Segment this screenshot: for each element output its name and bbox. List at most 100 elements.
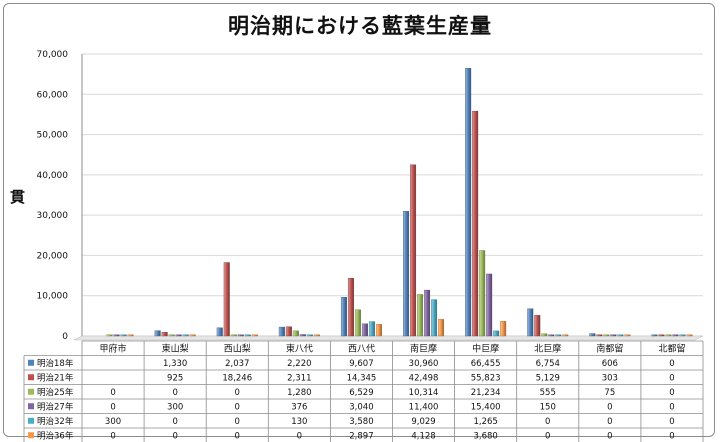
legend-entry: 明治27年	[37, 402, 74, 413]
bar	[410, 164, 417, 337]
data-label: 2,220	[287, 359, 311, 369]
data-label: 0	[172, 388, 177, 398]
bar	[617, 334, 624, 337]
bar	[403, 211, 410, 337]
legend-entry: 明治36年	[37, 431, 74, 442]
data-label: 0	[669, 359, 674, 369]
category-label: 東山梨	[162, 343, 189, 355]
data-label: 0	[669, 403, 674, 413]
bar	[438, 319, 445, 337]
data-label: 6,754	[536, 359, 560, 369]
data-label: 6,529	[349, 388, 373, 398]
data-label: 925	[167, 374, 183, 384]
bar	[375, 324, 382, 337]
data-label: 11,400	[409, 403, 439, 413]
data-label: 376	[291, 403, 307, 413]
data-label: 66,455	[471, 359, 501, 369]
category-label: 西八代	[348, 344, 375, 355]
bar	[299, 334, 306, 337]
data-label: 0	[607, 417, 612, 427]
bar	[189, 334, 196, 337]
data-label: 130	[291, 417, 307, 427]
bar	[603, 334, 610, 337]
data-label: 0	[110, 388, 115, 398]
bar	[431, 299, 438, 337]
bar	[472, 110, 479, 337]
bar	[306, 334, 313, 337]
bar	[555, 334, 562, 337]
legend-key	[28, 432, 34, 439]
data-label: 2,897	[349, 432, 373, 442]
bar	[417, 294, 424, 337]
data-label: 150	[540, 403, 556, 413]
data-label: 55,823	[471, 374, 501, 384]
bar	[665, 334, 672, 337]
bar	[354, 309, 361, 337]
data-label: 0	[297, 432, 302, 442]
bar	[127, 334, 134, 337]
bar	[154, 330, 161, 337]
chart-floor	[73, 335, 704, 341]
legend-entry: 明治18年	[37, 358, 74, 369]
data-label: 30,960	[409, 359, 439, 369]
legend-key	[28, 417, 34, 424]
bar	[651, 334, 658, 337]
data-label: 0	[110, 403, 115, 413]
legend-key	[28, 403, 34, 410]
bar	[182, 334, 189, 337]
legend-key	[28, 374, 34, 381]
category-label: 甲府市	[100, 343, 127, 355]
legend-key	[28, 359, 34, 366]
data-label: 0	[607, 432, 612, 442]
data-label: 0	[669, 388, 674, 398]
data-label: 5,129	[536, 374, 560, 384]
data-label: 300	[167, 403, 183, 413]
bar	[285, 326, 292, 337]
bar	[361, 323, 368, 337]
data-label: 0	[172, 417, 177, 427]
data-label: 300	[105, 417, 121, 427]
bar	[527, 308, 534, 337]
data-label: 75	[604, 388, 615, 398]
bar	[493, 330, 500, 337]
legend-key	[28, 388, 34, 395]
data-label: 0	[110, 432, 115, 442]
data-label: 9,029	[411, 417, 435, 427]
data-label: 2,311	[287, 374, 311, 384]
data-label: 18,246	[222, 374, 252, 384]
data-label: 0	[607, 403, 612, 413]
chart-title: 明治期における藍葉生産量	[228, 14, 492, 38]
bar	[596, 334, 603, 337]
bar	[672, 334, 679, 337]
category-label: 西山梨	[224, 343, 251, 355]
bar	[244, 334, 251, 337]
y-tick-label: 60,000	[37, 90, 69, 100]
bar	[216, 327, 223, 337]
legend-entry: 明治25年	[37, 387, 74, 398]
data-label: 0	[235, 432, 240, 442]
bar	[251, 334, 258, 337]
bar	[624, 334, 631, 337]
data-label: 0	[669, 432, 674, 442]
bar	[230, 334, 237, 337]
data-label: 21,234	[471, 388, 501, 398]
category-label: 北都留	[658, 343, 685, 355]
bar	[658, 334, 665, 337]
data-label: 10,314	[409, 388, 439, 398]
y-tick-label: 40,000	[37, 171, 69, 181]
category-label: 北巨摩	[534, 343, 561, 355]
bar	[486, 273, 493, 337]
legend-entry: 明治21年	[37, 373, 74, 384]
bar	[237, 334, 244, 337]
category-label: 南巨摩	[410, 343, 437, 355]
data-label: 555	[540, 388, 556, 398]
bar	[278, 326, 285, 337]
bar	[292, 330, 299, 337]
bar	[340, 297, 347, 337]
bar	[479, 250, 486, 337]
bar	[313, 334, 320, 337]
data-label: 3,040	[349, 403, 373, 413]
data-label: 0	[545, 417, 550, 427]
data-label: 14,345	[347, 374, 377, 384]
